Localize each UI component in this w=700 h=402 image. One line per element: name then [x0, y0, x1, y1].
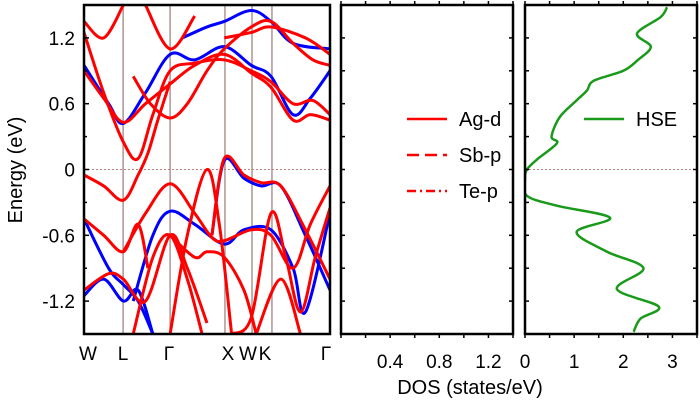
kpoint-label: Γ: [164, 344, 174, 365]
y-tick-label: 0: [64, 161, 75, 182]
x-tick-label: 0.8: [426, 352, 452, 373]
x-tick-label: 1.2: [475, 352, 501, 373]
projected-dos-panel: Ag-d Sb-p Te-p 0.4 0.8 1.2: [339, 1, 515, 373]
x-tick-label: 2: [618, 352, 629, 373]
red-band: [84, 31, 330, 162]
x-tick-label: 0.4: [377, 352, 404, 373]
dos-curves: [525, 6, 697, 333]
kpoint-label: Γ: [321, 344, 331, 365]
y-tick-label: -0.6: [42, 226, 75, 247]
dos-curves: [341, 7, 513, 332]
red-band: [84, 52, 330, 124]
dos-line-ag-d: [354, 7, 407, 332]
red-band: [230, 207, 330, 334]
y-axis-title: Energy (eV): [5, 117, 27, 224]
kpoint-label: X: [222, 344, 235, 365]
red-band: [168, 167, 234, 334]
y-tick-label: -1.2: [42, 292, 75, 313]
kpoint-label: W: [239, 344, 257, 365]
y-tick-label: 1.2: [49, 29, 75, 50]
red-band: [223, 25, 330, 56]
legend-label: HSE: [636, 109, 677, 131]
legend-label: Ag-d: [459, 109, 501, 131]
dos-line-hse: [525, 6, 669, 333]
x-axis-title: DOS (states/eV): [397, 377, 543, 399]
red-band: [122, 182, 330, 270]
kpoint-label: L: [118, 344, 129, 365]
band-structure-panel: 1.20.60-0.6-1.2W L Γ X W K Γ: [42, 3, 332, 365]
red-band: [131, 19, 330, 120]
red-band: [84, 217, 150, 269]
x-tick-label: 3: [667, 352, 678, 373]
x-tick-label: 1: [569, 352, 580, 373]
y-tick-label: 0.6: [49, 95, 75, 116]
blue-band: [84, 218, 155, 334]
x-tick-label: 0: [520, 352, 531, 373]
plot-frame: [339, 3, 515, 336]
kpoint-label: K: [259, 344, 272, 365]
legend-label: Sb-p: [459, 145, 501, 167]
red-band: [144, 5, 196, 51]
red-band: [84, 5, 125, 40]
legend-label: Te-p: [459, 181, 498, 203]
red-band: [84, 81, 172, 202]
red-band: [131, 233, 204, 334]
total-dos-panel: HSE 0 1 2 3: [520, 1, 699, 373]
red-band: [254, 277, 302, 334]
kpoint-label: W: [79, 344, 97, 365]
dos-line-sb-p: [357, 7, 508, 332]
red-band: [210, 154, 330, 280]
bands-group: [84, 5, 330, 334]
red-band: [84, 233, 209, 324]
red-band: [169, 234, 258, 334]
dos-line-te-p: [349, 7, 461, 332]
